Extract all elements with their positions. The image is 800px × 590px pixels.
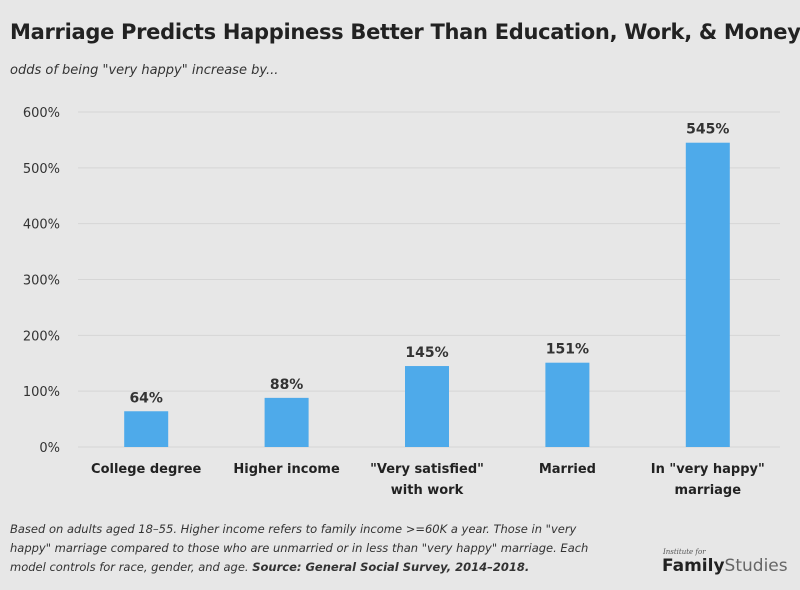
logo-bold: Family: [662, 556, 725, 576]
x-tick-label: Married: [539, 462, 596, 477]
y-tick-label: 500%: [23, 162, 60, 177]
y-tick-label: 600%: [23, 106, 60, 121]
y-tick-label: 200%: [23, 329, 60, 344]
footnote-text: Based on adults aged 18–55. Higher incom…: [10, 522, 589, 574]
bar: [264, 397, 309, 447]
x-tick-label: marriage: [675, 483, 742, 498]
bar: [545, 362, 590, 447]
logo: Institute for FamilyStudies: [662, 548, 788, 576]
chart-title: Marriage Predicts Happiness Better Than …: [10, 20, 800, 44]
x-tick-label: College degree: [91, 462, 202, 477]
bar: [124, 411, 169, 447]
data-label: 151%: [546, 342, 589, 358]
bar-chart: 0% 100% 200% 300% 400% 500% 600% 64% College deg…: [23, 106, 780, 498]
logo-small: Institute for: [663, 548, 706, 556]
x-tick-label: with work: [391, 483, 464, 498]
y-tick-label: 400%: [23, 218, 60, 233]
footnote-source: Source: General Social Survey, 2014–2018…: [252, 560, 530, 574]
data-label: 64%: [129, 390, 163, 406]
footnote: Based on adults aged 18–55. Higher incom…: [10, 520, 600, 577]
data-label: 88%: [270, 377, 304, 393]
data-label: 545%: [686, 122, 729, 138]
data-label: 145%: [405, 345, 448, 361]
y-tick-label: 100%: [23, 385, 60, 400]
x-tick-label: "Very satisfied": [370, 462, 484, 477]
y-tick-label: 0%: [39, 441, 60, 456]
chart-subtitle: odds of being "very happy" increase by..…: [10, 63, 279, 78]
logo-light: Studies: [724, 556, 788, 576]
y-tick-label: 300%: [23, 274, 60, 289]
x-tick-label: In "very happy": [651, 462, 765, 477]
x-tick-label: Higher income: [233, 462, 340, 477]
bar: [685, 142, 730, 448]
bar: [405, 366, 449, 447]
